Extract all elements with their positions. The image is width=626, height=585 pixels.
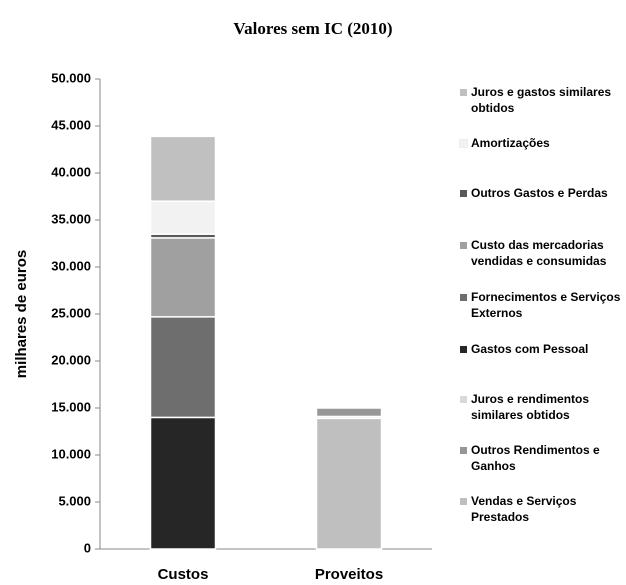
bar-segment [149,416,217,550]
legend-label: Juros e gastos similares obtidos [471,85,612,115]
y-tick-label: 5.000 [58,493,91,508]
bar-segment [149,135,217,202]
legend-label: Amortizações [471,136,550,150]
y-tick-label: 50.000 [51,70,91,85]
chart-title: Valores sem IC (2010) [233,19,392,38]
y-tick-label: 30.000 [51,258,91,273]
y-tick-label: 25.000 [51,305,91,320]
x-tick-label: Custos [158,566,209,583]
legend-swatch [460,89,467,96]
legend-label: Fornecimentos e Serviços Externos [471,290,621,320]
y-axis-label: milhares de euros [13,250,30,378]
legend-swatch [459,139,468,148]
legend-label: Gastos com Pessoal [471,342,589,356]
legend-swatch [460,396,467,403]
legend-label: Custo das mercadorias vendidas e consumi… [471,238,607,268]
legend-swatch [460,498,467,505]
legend-swatch [460,346,467,353]
legend-label: Outros Rendimentos e Ganhos [471,443,600,473]
y-tick-label: 45.000 [51,117,91,132]
bar-segment [149,316,217,419]
legend-label: Outros Gastos e Perdas [471,186,608,200]
legend-label: Juros e rendimentos similares obtidos [471,392,590,422]
legend-swatch [460,190,467,197]
x-tick-label: Proveitos [315,566,383,583]
legend-swatch [460,447,467,454]
legend-swatch [460,242,467,249]
bar-segment [315,407,383,418]
bar-segment [149,237,217,318]
legend-label: Vendas e Serviços Prestados [471,494,577,524]
legend-swatch [460,294,467,301]
y-tick-label: 15.000 [51,399,91,414]
y-tick-label: 10.000 [51,446,91,461]
y-tick-label: 0 [84,540,91,555]
y-tick-label: 35.000 [51,211,91,226]
bar-segment [315,417,383,550]
y-tick-label: 20.000 [51,352,91,367]
bar-segment [149,200,217,235]
y-tick-label: 40.000 [51,164,91,179]
